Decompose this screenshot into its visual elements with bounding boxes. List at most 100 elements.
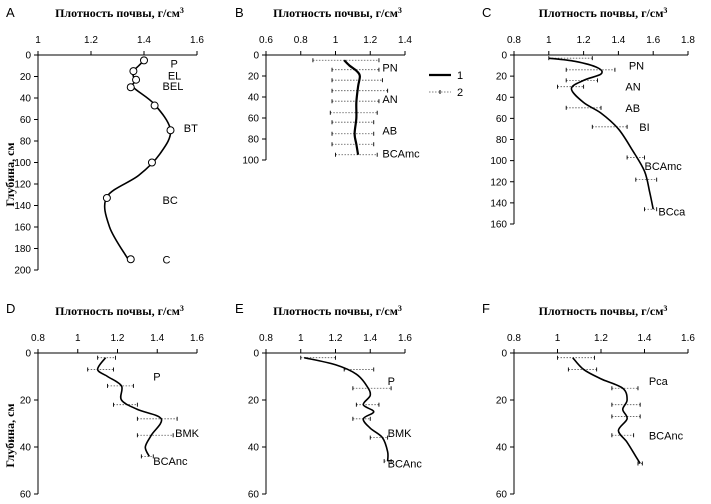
x-tick-label: 0.8 xyxy=(507,35,521,46)
x-axis-title-text: Плотность почвы, г/см xyxy=(539,6,664,20)
y-tick-label: 200 xyxy=(14,266,31,277)
data-point xyxy=(166,126,175,135)
horizon-label: AN xyxy=(625,82,640,94)
y-tick-label: 160 xyxy=(490,220,507,231)
x-tick-label: 1.2 xyxy=(84,35,98,46)
x-tick-label: 1.2 xyxy=(577,35,591,46)
horizon-label: P xyxy=(388,376,395,388)
y-tick-label: 40 xyxy=(248,93,260,104)
panel-letter: B xyxy=(235,5,244,20)
density-curve xyxy=(103,59,172,260)
x-axis-title-text: Плотность почвы, г/см xyxy=(539,304,664,318)
y-tick-label: 60 xyxy=(248,114,260,125)
x-tick-label: 1.6 xyxy=(681,333,695,344)
x-axis-title: Плотность почвы, г/см3 xyxy=(273,304,402,318)
x-tick-label: 1 xyxy=(35,35,41,46)
x-tick-label: 1.8 xyxy=(681,35,695,46)
y-tick-label: 100 xyxy=(490,156,507,167)
x-tick-label: 0.8 xyxy=(259,333,273,344)
horizon-label: BC xyxy=(163,195,178,207)
y-tick-label: 40 xyxy=(496,443,508,454)
horizon-label: BCAmc xyxy=(645,161,683,173)
horizon-label: BCca xyxy=(658,206,686,218)
y-tick-label: 160 xyxy=(14,223,31,234)
data-point xyxy=(150,101,159,110)
x-tick-label: 1 xyxy=(333,35,339,46)
x-tick-label: 1.6 xyxy=(646,35,660,46)
x-tick-label: 0.8 xyxy=(507,333,521,344)
density-curve xyxy=(548,57,654,210)
panel-b: B Плотность почвы, г/см3 0.6 0.8 1 1.2 1.4 0 20 4… xyxy=(235,5,463,167)
y-tick-label: 40 xyxy=(496,93,508,104)
horizon-label: AB xyxy=(625,103,640,115)
x-tick-label: 0.8 xyxy=(31,333,45,344)
panel-letter: C xyxy=(482,5,491,20)
panel-letter: A xyxy=(6,5,15,20)
y-tick-label: 100 xyxy=(14,158,31,169)
y-tick-label: 0 xyxy=(501,349,507,360)
horizon-label: BCAnc xyxy=(153,456,188,468)
y-tick-label: 0 xyxy=(253,51,259,62)
x-axis-title-superscript: 3 xyxy=(663,304,667,313)
horizon-label: C xyxy=(163,254,171,266)
y-tick-label: 60 xyxy=(496,114,508,125)
panel-a: A Плотность почвы, г/см3 Глубина, см 1 1.2 1.… xyxy=(3,5,204,277)
y-tick-label: 100 xyxy=(242,156,259,167)
x-tick-label: 1 xyxy=(75,333,81,344)
x-axis-title: Плотность почвы, г/см3 xyxy=(273,6,402,20)
horizon-label: BI xyxy=(639,122,649,134)
x-tick-label: 1 xyxy=(555,333,561,344)
y-tick-label: 60 xyxy=(20,490,32,501)
panel-c: C Плотность почвы, г/см3 0.8 1 1.2 1.4 1.6 1.8 0… xyxy=(482,5,695,231)
y-tick-label: 80 xyxy=(20,137,32,148)
x-tick-label: 1.4 xyxy=(611,35,625,46)
x-axis-title: Плотность почвы, г/см3 xyxy=(55,304,184,318)
y-tick-label: 20 xyxy=(248,396,260,407)
x-axis-title-superscript: 3 xyxy=(180,6,184,15)
x-tick-label: 1 xyxy=(298,333,304,344)
y-tick-label: 0 xyxy=(501,51,507,62)
y-tick-label: 40 xyxy=(20,443,32,454)
x-axis-title-text: Плотность почвы, г/см xyxy=(273,304,398,318)
panel-letter: D xyxy=(6,301,15,316)
horizon-label: BCAnc xyxy=(388,458,423,470)
y-tick-label: 20 xyxy=(20,72,32,83)
density-curve xyxy=(343,59,361,155)
x-axis-title-text: Плотность почвы, г/см xyxy=(55,304,180,318)
y-tick-label: 20 xyxy=(20,396,32,407)
y-tick-label: 0 xyxy=(25,349,31,360)
x-tick-label: 1.2 xyxy=(594,333,608,344)
data-point xyxy=(126,255,135,264)
y-tick-label: 80 xyxy=(248,135,260,146)
y-tick-label: 140 xyxy=(490,198,507,209)
x-axis-title-text: Плотность почвы, г/см xyxy=(55,6,180,20)
panel-letter: E xyxy=(235,301,244,316)
data-point xyxy=(129,67,138,76)
legend-label: 2 xyxy=(457,87,463,99)
x-tick-label: 0.8 xyxy=(294,35,308,46)
x-axis-title: Плотность почвы, г/см3 xyxy=(55,6,184,20)
x-axis-title-superscript: 3 xyxy=(663,6,667,15)
y-tick-label: 20 xyxy=(496,72,508,83)
y-tick-label: 0 xyxy=(253,349,259,360)
y-tick-label: 40 xyxy=(20,94,32,105)
horizon-label: AB xyxy=(382,126,397,138)
y-tick-label: 20 xyxy=(248,72,260,83)
horizon-label: BMK xyxy=(388,428,413,440)
panel-letter: F xyxy=(482,301,490,316)
x-tick-label: 1.4 xyxy=(150,333,164,344)
y-tick-label: 120 xyxy=(14,180,31,191)
y-tick-label: 60 xyxy=(496,490,508,501)
y-tick-label: 20 xyxy=(496,396,508,407)
x-tick-label: 1.6 xyxy=(190,333,204,344)
x-tick-label: 1.2 xyxy=(363,35,377,46)
y-tick-label: 140 xyxy=(14,201,31,212)
panel-e: E Плотность почвы, г/см3 0.8 1 1.2 1.4 1.6 0 20 4… xyxy=(235,301,422,501)
horizon-label: PN xyxy=(382,63,397,75)
x-tick-label: 1.4 xyxy=(363,333,377,344)
x-tick-label: 0.6 xyxy=(259,35,273,46)
y-tick-label: 60 xyxy=(20,115,32,126)
x-axis-title-superscript: 3 xyxy=(398,304,402,313)
y-tick-label: 80 xyxy=(496,135,508,146)
